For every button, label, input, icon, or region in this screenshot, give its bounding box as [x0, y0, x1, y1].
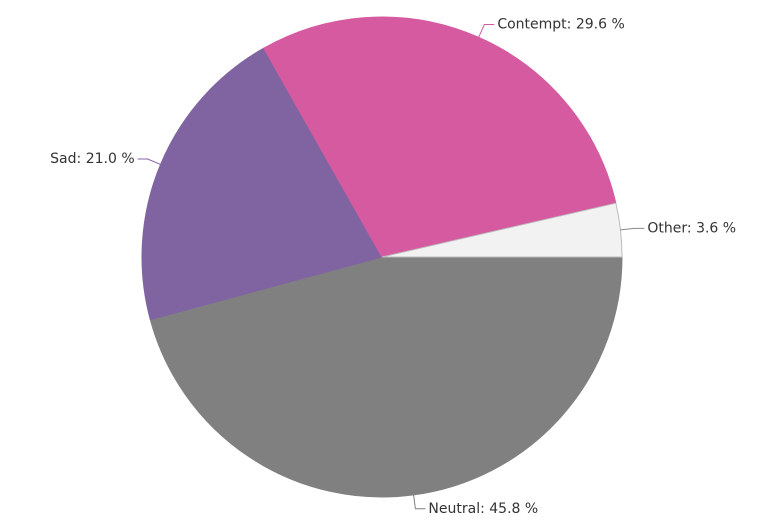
- label-value: 21.0 %: [86, 151, 135, 167]
- label-value: 45.8 %: [489, 501, 538, 517]
- label-category: Neutral: [428, 501, 480, 517]
- label-separator: :: [77, 151, 86, 167]
- leader-line: [413, 494, 426, 510]
- pie-slice: [141, 47, 383, 321]
- label-separator: :: [687, 220, 696, 236]
- label-category: Sad: [50, 151, 76, 167]
- label-separator: :: [480, 501, 489, 517]
- leader-line: [137, 158, 161, 165]
- label-separator: :: [567, 17, 576, 33]
- label-category: Contempt: [497, 17, 567, 33]
- data-label: Neutral: 45.8 %: [428, 501, 538, 517]
- label-value: 29.6 %: [576, 17, 625, 33]
- label-category: Other: [647, 220, 687, 236]
- data-label: Contempt: 29.6 %: [497, 17, 624, 33]
- leader-line: [478, 24, 495, 38]
- pie-slice: [381, 202, 623, 258]
- data-label: Sad: 21.0 %: [50, 151, 134, 167]
- pie-slice: [263, 16, 617, 258]
- data-label: Other: 3.6 %: [647, 220, 736, 236]
- label-value: 3.6 %: [696, 220, 736, 236]
- leader-line: [620, 227, 645, 231]
